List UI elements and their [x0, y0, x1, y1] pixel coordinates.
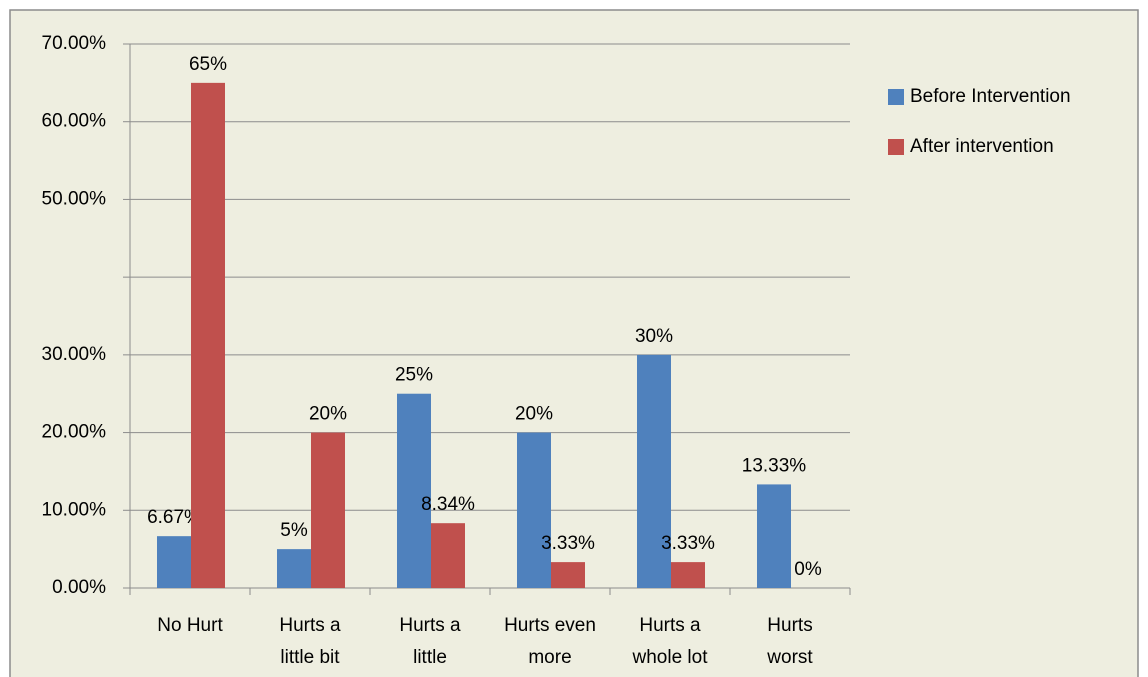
legend-label: Before Intervention	[910, 86, 1071, 107]
x-tick-label: Hurts a whole lot	[632, 615, 709, 668]
bar	[277, 549, 311, 588]
y-tick-label: 70.00%	[42, 33, 107, 54]
data-label: 6.67%	[147, 507, 201, 528]
x-tick-label: Hurts worst	[766, 615, 813, 668]
data-label: 0%	[794, 559, 822, 580]
x-tick-label: Hurts a little bit	[279, 615, 341, 668]
bar	[551, 562, 585, 588]
data-label: 20%	[309, 404, 347, 425]
data-label: 13.33%	[742, 455, 807, 476]
y-tick-label: 10.00%	[42, 499, 107, 520]
bar	[431, 523, 465, 588]
data-label: 3.33%	[541, 533, 595, 554]
y-tick-label: 0.00%	[52, 577, 106, 598]
bar	[517, 432, 551, 588]
bar	[311, 432, 345, 588]
y-tick-label: 50.00%	[42, 188, 107, 209]
data-label: 20%	[515, 404, 553, 425]
bar	[157, 536, 191, 588]
x-tick-label: Hurts alittlemore	[399, 615, 461, 677]
data-label: 8.34%	[421, 494, 475, 515]
legend-swatch	[888, 139, 904, 155]
bar	[191, 82, 225, 588]
bar	[757, 484, 791, 588]
y-tick-label: 60.00%	[42, 111, 107, 132]
y-tick-label: 30.00%	[42, 344, 107, 365]
bar	[637, 354, 671, 588]
bar	[671, 562, 705, 588]
legend-label: After intervention	[910, 136, 1054, 157]
data-label: 30%	[635, 326, 673, 347]
data-label: 25%	[395, 365, 433, 386]
x-tick-label: Hurts even more	[504, 615, 596, 668]
y-tick-label: 20.00%	[42, 422, 107, 443]
legend-swatch	[888, 89, 904, 105]
x-tick-label: No Hurt	[157, 615, 223, 636]
data-label: 5%	[280, 520, 308, 541]
data-label: 3.33%	[661, 533, 715, 554]
data-label: 65%	[189, 54, 227, 75]
bar	[397, 393, 431, 588]
